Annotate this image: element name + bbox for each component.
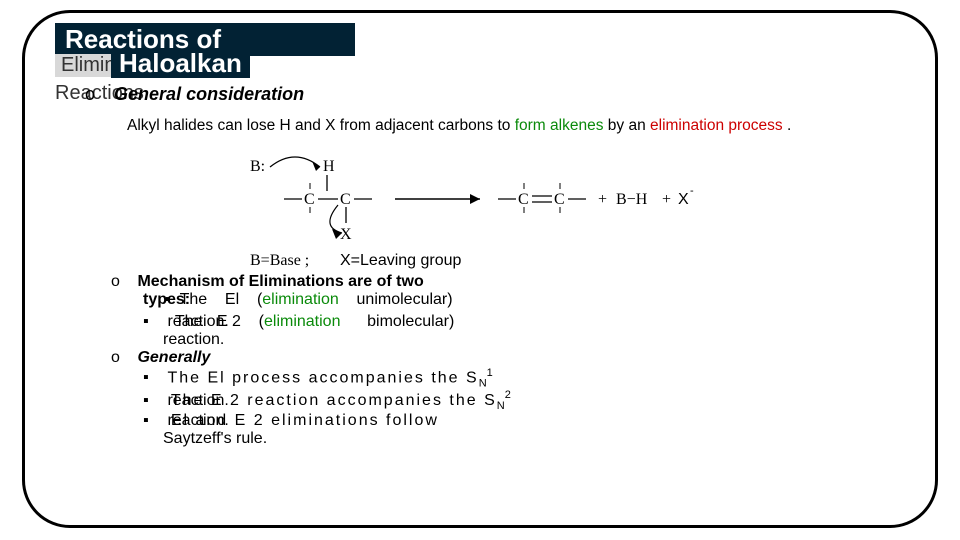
e1-c: elimination [262, 291, 338, 308]
bullet-o: o [85, 84, 95, 104]
C1-label: C [304, 191, 315, 208]
types-the: ▪ The El (elimination unimolecular) [165, 291, 453, 309]
sq-1: ▪ [165, 291, 171, 308]
slide-frame: Reactions of Elimination Haloalkan React… [22, 10, 938, 528]
g3-b: Saytzeff's rule. [163, 430, 267, 447]
X-label: X [340, 226, 352, 243]
body-prefix: Alkyl halides can lose H and X from adja… [127, 117, 515, 134]
sq-2: ▪ [143, 313, 163, 331]
BH-label: B−H [616, 191, 648, 208]
pC1: C [518, 191, 529, 208]
g2-row: ▪ reaction.The E 2 reaction accompanies … [143, 389, 905, 412]
g3-a: El and E 2 eliminations follow [171, 412, 439, 429]
e2-c: elimination [264, 313, 340, 330]
reaction-arrowhead [470, 194, 480, 204]
g3-row: ▪ reaction.El and E 2 eliminations follo… [143, 412, 905, 430]
body-mid: by an [608, 117, 650, 134]
bullet-o-2: o [111, 273, 133, 291]
the-1: The [180, 291, 208, 308]
sq-5: ▪ [143, 412, 163, 430]
the-2: The [175, 313, 203, 330]
plus-1: + [598, 191, 607, 208]
e2-row: ▪ reaction.The E 2 (elimination bimolecu… [143, 313, 905, 331]
reaction-diagram: B: H C C X C [220, 149, 740, 269]
plus-2: + [662, 191, 671, 208]
mechanism-head: Mechanism of Eliminations are of two [137, 273, 423, 290]
generally-head: Generally [137, 349, 210, 366]
bullet-o-3: o [111, 349, 133, 367]
reaction-2: reaction. [163, 331, 224, 348]
e2-a: E 2 [217, 313, 241, 330]
elimination-process: elimination process [650, 117, 783, 134]
e1-d: unimolecular) [357, 291, 453, 308]
g1-row: ▪ The El process accompanies the SN1 [143, 367, 905, 390]
body-suffix: . [787, 117, 791, 134]
g1-a: The El process accompanies the S [167, 369, 478, 386]
leaving-eq: X=Leaving group [340, 252, 462, 269]
C2-label: C [340, 191, 351, 208]
types-row: types: ▪ The El (elimination unimolecula… [55, 291, 905, 313]
g2-a: The E 2 reaction accompanies the S [171, 392, 497, 409]
generally-section: o Generally [111, 349, 905, 367]
reaction-2-row: reaction. [163, 331, 905, 349]
pC2: C [554, 191, 565, 208]
g1-sup: 1 [487, 367, 493, 379]
sq-3: ▪ [143, 369, 163, 387]
e1-a: El [225, 291, 239, 308]
Xminus-label: X [678, 191, 689, 208]
haloalkan-banner: Haloalkan [111, 50, 250, 78]
g1-sub: N [479, 377, 487, 389]
mechanism-section: o Mechanism of Eliminations are of two [111, 273, 905, 291]
B-label: B: [250, 158, 265, 175]
H-label: H [323, 158, 335, 175]
Xminus-charge: - [690, 185, 694, 197]
general-consideration: o General consideration [85, 84, 304, 105]
g2-sub: N [497, 400, 505, 412]
sq-4: ▪ [143, 392, 163, 410]
g2-sup: 2 [505, 389, 511, 401]
base-eq: B=Base ; [250, 252, 309, 269]
body-line: Alkyl halides can lose H and X from adja… [127, 116, 905, 135]
e2-d: bimolecular) [367, 313, 454, 330]
reactions-row: Reactions o General consideration [55, 88, 905, 114]
g3b-row: Saytzeff's rule. [163, 430, 905, 448]
form-alkenes: form alkenes [515, 117, 604, 134]
general-consideration-text: General consideration [114, 84, 304, 104]
